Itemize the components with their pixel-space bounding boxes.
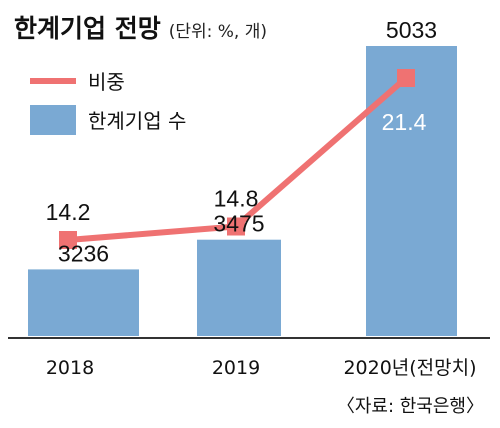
bar-2018 [28, 269, 139, 336]
share-value-label: 14.8 [214, 186, 259, 212]
chart-title: 한계기업 전망 [14, 14, 161, 43]
bar-value-label: 3475 [213, 211, 264, 237]
bars-layer [28, 46, 457, 336]
share-value-label: 14.2 [46, 199, 91, 225]
share-point [397, 69, 415, 87]
bar-value-label: 3236 [58, 240, 109, 266]
legend-swatch-bar [30, 105, 76, 135]
bar-value-label: 5033 [386, 17, 437, 43]
category-label: 2020년(전망치) [343, 357, 476, 379]
bar-2019 [197, 239, 281, 336]
legend: 비중 한계기업 수 [20, 61, 211, 143]
category-label: 2019 [212, 357, 260, 379]
share-value-label: 21.4 [382, 109, 427, 135]
legend-label-share: 비중 [88, 70, 125, 94]
share-point [227, 217, 245, 236]
line-layer [59, 69, 415, 249]
chart-unit: (단위: %, 개) [169, 22, 267, 42]
labels-layer: 3236 3475 5033 2018 2019 2020년(전망치) 14.2 14.8 21… [46, 17, 477, 379]
bar-2020 [366, 46, 457, 336]
share-point [59, 231, 77, 249]
source-note: 〈자료: 한국은행〉 [337, 396, 484, 417]
category-label: 2018 [46, 357, 94, 379]
legend-label-count: 한계기업 수 [88, 109, 186, 133]
